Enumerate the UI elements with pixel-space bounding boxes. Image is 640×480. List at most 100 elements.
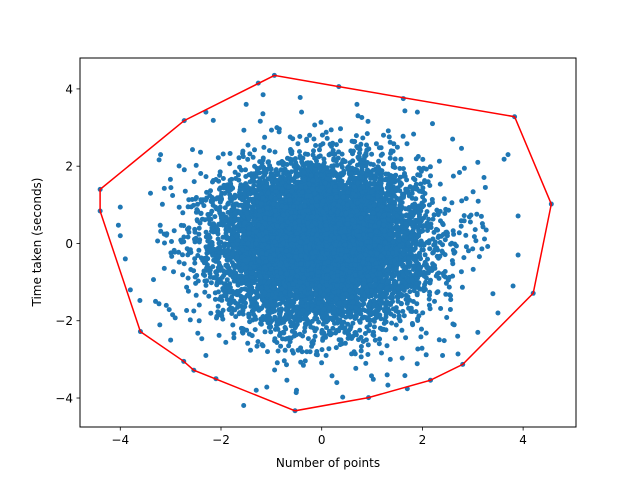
data-point [319, 347, 325, 353]
data-point [158, 228, 164, 234]
data-point [459, 284, 465, 290]
data-point [290, 136, 296, 142]
data-point [196, 231, 202, 237]
data-point [353, 133, 359, 139]
data-point [471, 234, 477, 240]
data-point [233, 314, 239, 320]
data-point [156, 157, 162, 163]
data-point [151, 277, 156, 283]
data-point [167, 176, 173, 182]
data-point [330, 325, 336, 331]
data-point [199, 336, 205, 342]
data-point [220, 234, 226, 240]
data-point [373, 141, 379, 147]
data-point [245, 156, 251, 162]
data-point [334, 162, 340, 168]
data-point [215, 236, 221, 242]
data-point [427, 164, 433, 170]
data-point [323, 129, 329, 135]
data-point [192, 256, 198, 262]
data-point [407, 289, 413, 295]
point-cloud [115, 92, 507, 408]
data-point [402, 108, 408, 114]
data-point [404, 141, 410, 147]
data-point [470, 246, 476, 252]
data-point [115, 222, 121, 228]
data-point [157, 222, 163, 228]
data-point [458, 269, 464, 275]
data-point [392, 336, 398, 342]
data-point [286, 343, 292, 349]
data-point [311, 325, 316, 331]
data-point [164, 231, 170, 237]
data-point [214, 315, 219, 321]
data-point [220, 151, 226, 157]
data-point [466, 248, 471, 254]
data-point [371, 324, 377, 330]
data-point [432, 263, 437, 268]
data-point [341, 319, 347, 325]
data-point [426, 216, 432, 222]
data-point [166, 307, 172, 313]
data-point [227, 151, 233, 156]
data-point [229, 176, 235, 182]
data-point [413, 309, 419, 315]
data-point [216, 332, 222, 338]
data-point [483, 227, 489, 233]
data-point [338, 126, 343, 132]
data-point [282, 325, 288, 330]
data-point [317, 147, 322, 153]
data-point [157, 322, 163, 328]
data-point [277, 333, 282, 338]
data-point [231, 331, 237, 337]
data-point [193, 280, 199, 286]
data-point [422, 252, 428, 258]
data-point [394, 144, 400, 150]
data-point [223, 230, 229, 236]
data-point [501, 156, 507, 162]
data-point [180, 272, 186, 278]
data-point [195, 253, 201, 258]
data-point [411, 131, 417, 137]
data-point [392, 156, 398, 162]
data-point [191, 179, 197, 185]
data-point [418, 181, 424, 187]
data-point [436, 337, 442, 343]
data-point [259, 342, 265, 348]
data-point [440, 222, 446, 228]
data-point [413, 196, 419, 202]
data-point [387, 155, 393, 161]
data-point [442, 237, 448, 243]
data-point [195, 330, 201, 336]
data-point [185, 288, 191, 294]
data-point [376, 158, 382, 164]
data-point [426, 202, 432, 208]
data-point [255, 339, 261, 345]
data-point [137, 298, 143, 303]
data-point [210, 264, 216, 270]
data-point [431, 212, 437, 218]
data-point [181, 261, 187, 267]
data-point [382, 316, 388, 322]
data-point [311, 136, 317, 142]
data-point [399, 355, 405, 361]
data-point [321, 156, 327, 162]
data-point [251, 307, 257, 313]
data-point [420, 247, 426, 253]
data-point [187, 317, 193, 323]
data-point [248, 347, 253, 353]
data-point [241, 403, 247, 408]
data-point [199, 199, 205, 205]
data-point [420, 156, 426, 162]
data-point [224, 277, 230, 283]
data-point [180, 252, 185, 258]
data-point [415, 346, 421, 352]
data-point [358, 334, 364, 340]
data-point [326, 346, 332, 352]
data-point [366, 146, 372, 152]
data-point [162, 240, 167, 246]
data-point [170, 193, 176, 198]
data-point [262, 329, 268, 335]
data-point [402, 373, 408, 379]
data-point [472, 227, 478, 233]
